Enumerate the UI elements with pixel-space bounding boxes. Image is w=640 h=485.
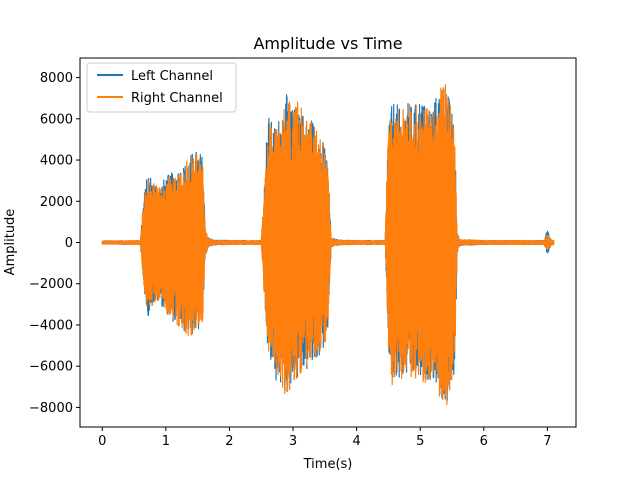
y-tick-label: 6000 [40, 112, 73, 127]
y-tick-label: −6000 [29, 360, 73, 375]
x-tick-label: 5 [416, 434, 424, 449]
y-tick-label: −2000 [29, 277, 73, 292]
y-tick-label: 8000 [40, 71, 73, 86]
legend: Left Channel Right Channel [86, 62, 237, 113]
x-tick-label: 3 [289, 434, 297, 449]
legend-label-left-channel: Left Channel [131, 69, 213, 84]
x-tick-label: 0 [98, 434, 106, 449]
y-tick-label: 0 [65, 236, 73, 251]
y-tick-label: 2000 [40, 195, 73, 210]
series-group [101, 84, 555, 406]
x-tick-label: 2 [225, 434, 233, 449]
x-tick-label: 1 [162, 434, 170, 449]
x-tick-label: 6 [480, 434, 488, 449]
y-tick-label: −4000 [29, 318, 73, 333]
x-axis-label: Time(s) [303, 457, 353, 472]
legend-frame [86, 62, 237, 113]
chart-title: Amplitude vs Time [253, 34, 402, 53]
y-axis-ticks: −8000 −6000 −4000 −2000 0 2000 4000 6000 8000 [29, 71, 80, 416]
series-line-right-channel [101, 84, 555, 406]
x-axis-ticks: 0 1 2 3 4 5 6 7 [98, 427, 552, 449]
y-tick-label: 4000 [40, 154, 73, 169]
x-tick-label: 4 [352, 434, 360, 449]
y-axis-label: Amplitude [3, 209, 18, 276]
x-tick-label: 7 [543, 434, 551, 449]
y-tick-label: −8000 [29, 401, 73, 416]
legend-label-right-channel: Right Channel [131, 91, 223, 106]
